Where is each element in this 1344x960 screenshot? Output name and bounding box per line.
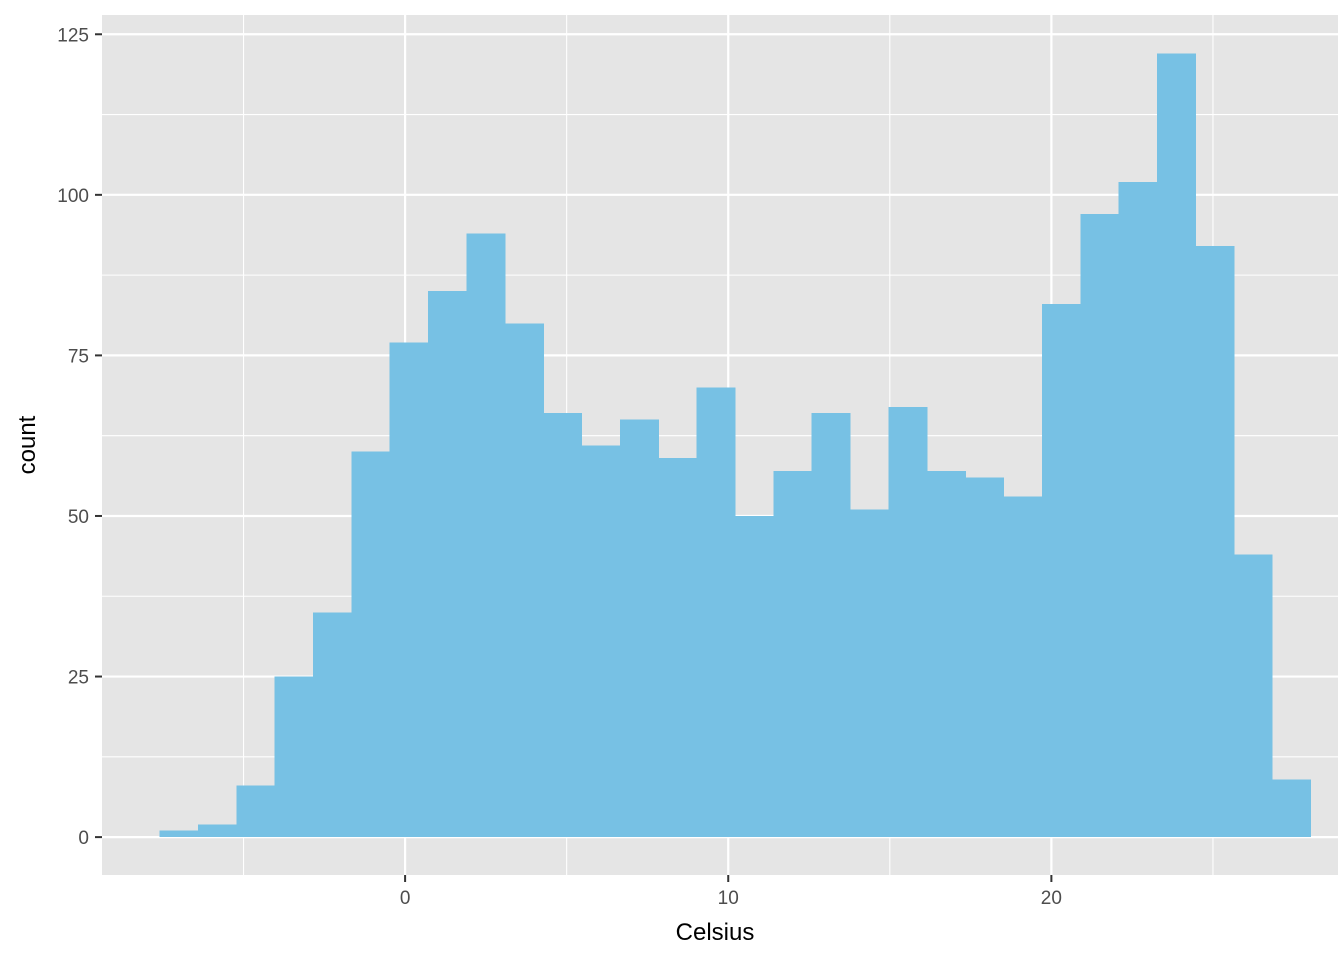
- histogram-bars: [159, 53, 1312, 838]
- y-tick-label: 125: [57, 25, 89, 46]
- histogram-bar: [1080, 214, 1120, 838]
- histogram-bar: [811, 413, 851, 838]
- histogram-bar: [773, 471, 813, 838]
- histogram-bar: [504, 323, 544, 838]
- y-tick-label: 100: [57, 186, 89, 207]
- y-tick-label: 50: [68, 507, 89, 528]
- y-axis-title: count: [14, 415, 41, 474]
- y-tick-label: 0: [78, 828, 89, 849]
- x-tick-label: 20: [1041, 888, 1062, 909]
- histogram-bar: [1041, 304, 1081, 838]
- histogram-bar: [658, 458, 698, 838]
- histogram-bar: [1118, 181, 1158, 838]
- histogram-bar: [236, 785, 276, 838]
- y-tick-label: 25: [68, 668, 89, 689]
- x-tick-label: 10: [718, 888, 739, 909]
- histogram-bar: [888, 406, 928, 838]
- histogram-bar: [1157, 53, 1197, 838]
- histogram-bar: [312, 612, 352, 838]
- x-axis-title: Celsius: [676, 919, 755, 946]
- histogram-bar: [926, 471, 966, 838]
- y-axis: 0 25 50 75 100 125: [57, 25, 102, 849]
- histogram-bar: [1272, 779, 1312, 838]
- histogram-bar: [389, 342, 429, 838]
- histogram-bar: [197, 824, 237, 838]
- histogram-bar: [735, 515, 774, 838]
- histogram-bar: [1233, 554, 1273, 838]
- histogram-bar: [581, 445, 621, 838]
- histogram-bar: [696, 387, 736, 838]
- histogram-bar: [1195, 246, 1235, 838]
- histogram-bar: [1003, 496, 1043, 838]
- histogram-bar: [619, 419, 659, 838]
- histogram-bar: [965, 477, 1005, 838]
- x-tick-label: 0: [400, 888, 411, 909]
- histogram-bar: [466, 233, 506, 838]
- x-axis: 0 10 20: [400, 875, 1062, 909]
- histogram-bar: [351, 451, 391, 838]
- histogram-bar: [274, 676, 314, 838]
- histogram-bar: [159, 830, 199, 838]
- histogram-bar: [543, 413, 583, 838]
- histogram-bar: [850, 509, 890, 838]
- y-tick-label: 75: [68, 346, 89, 367]
- histogram-bar: [428, 291, 468, 838]
